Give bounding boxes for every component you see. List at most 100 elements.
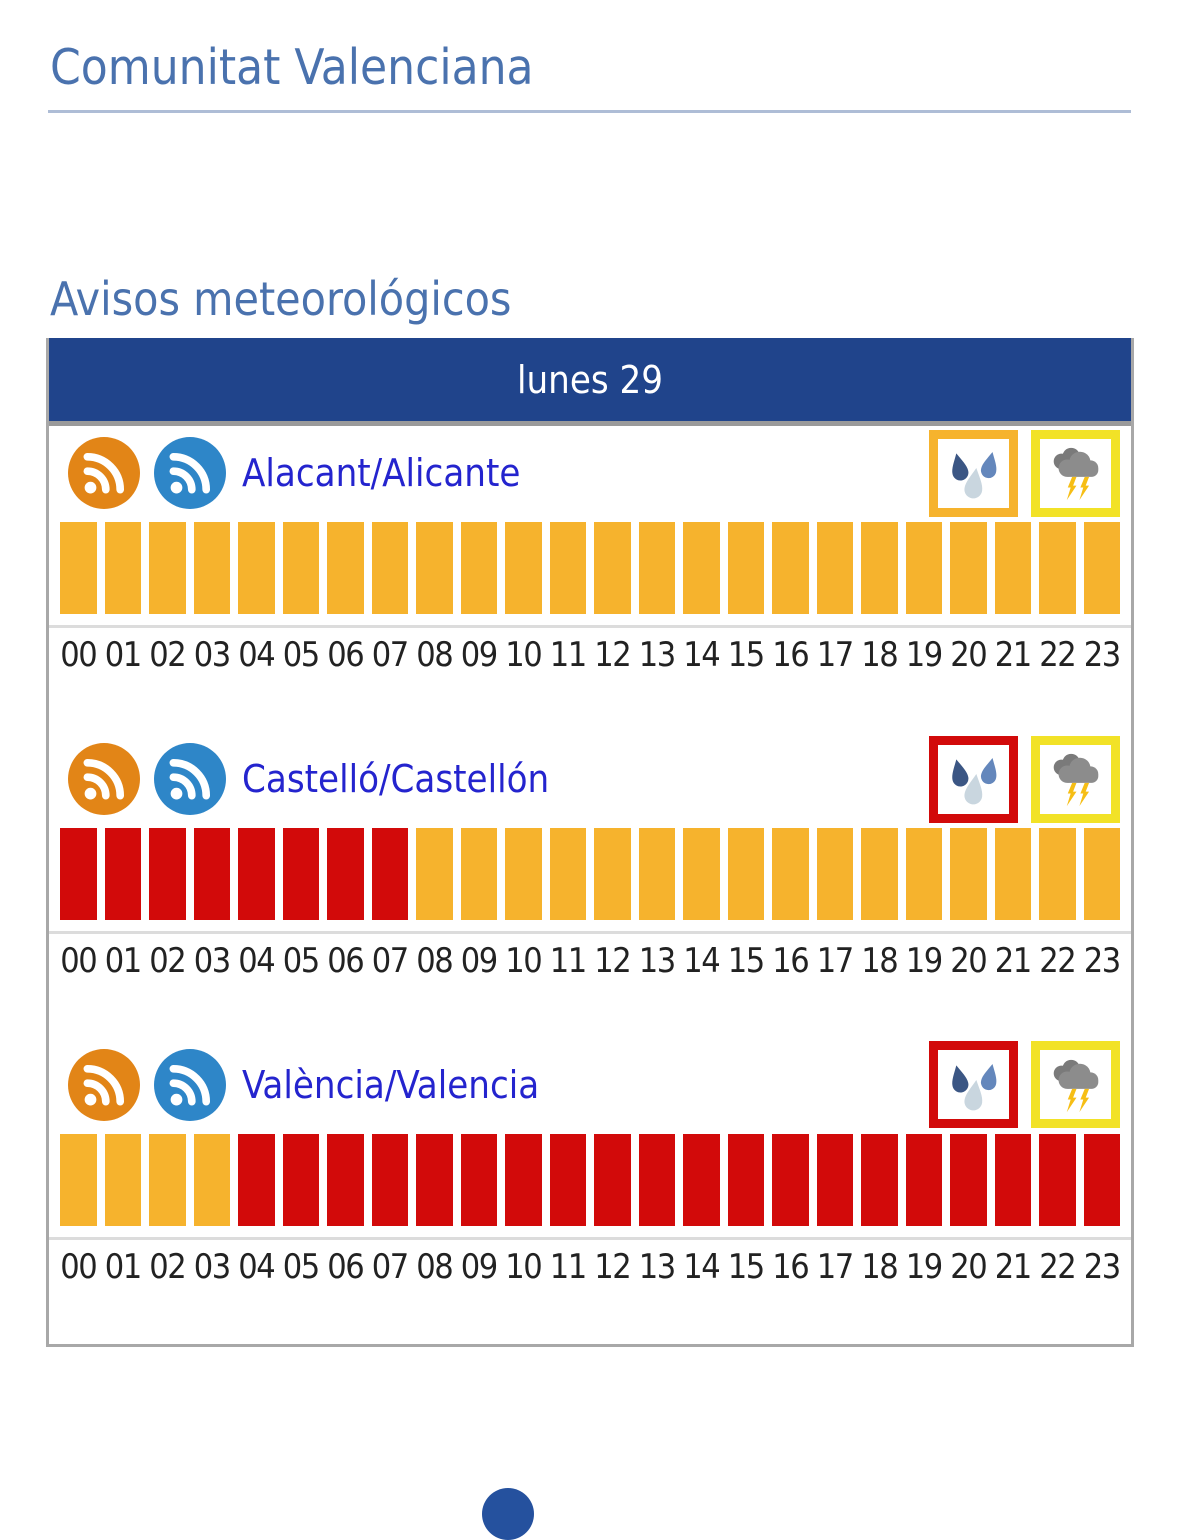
hour-label: 22	[1039, 1246, 1076, 1287]
hour-labels: 00 01 02 03 04 05 06 07 08 09 10 11 12 13 14 15 16 17 18 19…	[60, 635, 1121, 732]
province-header: Castelló/Castellón	[49, 734, 1131, 824]
hour-cell	[416, 522, 453, 615]
rss-blue-icon[interactable]	[154, 743, 226, 816]
hour-cell	[861, 522, 898, 615]
hour-label: 13	[638, 941, 676, 982]
hour-cell	[816, 1133, 853, 1226]
hour-cell	[861, 1133, 898, 1226]
hour-cell	[594, 522, 631, 615]
hour-label: 05	[282, 941, 320, 982]
footer-logo-partial	[482, 1488, 534, 1540]
hour-cell	[505, 828, 542, 921]
hour-cell	[816, 522, 853, 615]
hour-label: 22	[1039, 635, 1076, 676]
province-link[interactable]: Castelló/Castellón	[242, 757, 550, 802]
hour-cell	[638, 1133, 675, 1226]
hour-cell	[416, 1133, 453, 1226]
hour-label: 08	[416, 1246, 453, 1287]
hour-cell	[238, 1133, 275, 1226]
hour-cell	[772, 1133, 809, 1226]
hour-label: 06	[327, 635, 364, 676]
rss-blue-icon[interactable]	[154, 437, 226, 510]
hour-cell	[238, 828, 275, 921]
hour-label: 04	[238, 635, 275, 676]
rain-warning-icon	[929, 1041, 1018, 1129]
hour-label: 18	[861, 635, 898, 676]
province-link[interactable]: Alacant/Alicante	[242, 451, 521, 496]
day-header: lunes 29	[49, 338, 1131, 427]
hour-cell	[1083, 522, 1120, 615]
hour-cell	[282, 828, 319, 921]
hour-cell	[905, 1133, 942, 1226]
hour-label: 17	[816, 1246, 854, 1287]
warning-icons	[929, 429, 1120, 517]
section-title: Avisos meteorológicos	[50, 272, 512, 327]
hour-cell	[149, 1133, 186, 1226]
hour-label: 19	[905, 941, 943, 982]
hour-label: 10	[505, 1246, 542, 1287]
province-header: València/Valencia	[49, 1040, 1131, 1130]
hour-label: 12	[594, 1246, 631, 1287]
province-link[interactable]: València/Valencia	[242, 1062, 540, 1107]
hour-cell	[282, 1133, 319, 1226]
hour-label: 18	[861, 1246, 898, 1287]
hour-separator	[49, 625, 1131, 629]
hour-label: 23	[1083, 941, 1121, 982]
hour-cell	[460, 522, 497, 615]
hour-cell	[193, 1133, 230, 1226]
hour-cell	[1083, 828, 1120, 921]
hour-cell	[371, 522, 408, 615]
province-header: Alacant/Alicante	[49, 428, 1131, 518]
hour-labels: 00 01 02 03 04 05 06 07 08 09 10 11 12 13 14 15 16 17 18 19…	[60, 1246, 1121, 1344]
hour-label: 15	[727, 941, 765, 982]
hour-separator	[49, 931, 1131, 935]
rain-warning-icon	[929, 735, 1018, 823]
hour-label: 06	[327, 1246, 364, 1287]
hour-label: 14	[683, 1246, 720, 1287]
province-row: València/Valencia	[49, 1040, 1131, 1344]
hour-label: 20	[950, 1246, 987, 1287]
rain-warning-icon	[929, 429, 1018, 517]
warnings-table: lunes 29 Alacant/Alicante	[46, 338, 1134, 1347]
hour-separator	[49, 1236, 1131, 1240]
rss-orange-icon[interactable]	[68, 437, 140, 510]
hour-label: 00	[60, 635, 97, 676]
hour-cell	[371, 828, 408, 921]
hour-label: 03	[193, 635, 231, 676]
hour-label: 07	[371, 1246, 409, 1287]
hour-label: 12	[594, 941, 631, 982]
hour-cell	[104, 828, 141, 921]
hour-label: 11	[549, 941, 587, 982]
hour-label: 13	[638, 1246, 676, 1287]
hour-label: 00	[60, 1246, 97, 1287]
hour-label: 03	[193, 941, 231, 982]
hour-cell	[549, 522, 586, 615]
page-content: Comunitat Valenciana Avisos meteorológic…	[0, 39, 1179, 1347]
hour-label: 04	[238, 1246, 275, 1287]
rss-orange-icon[interactable]	[68, 1048, 140, 1121]
hour-cell	[772, 828, 809, 921]
hour-cell	[950, 1133, 987, 1226]
hour-cell	[549, 1133, 586, 1226]
hour-label: 03	[193, 1246, 231, 1287]
rss-blue-icon[interactable]	[154, 1048, 226, 1121]
hour-cell	[727, 522, 764, 615]
hour-label: 18	[861, 941, 898, 982]
hour-label: 06	[327, 941, 364, 982]
hour-label: 19	[905, 635, 943, 676]
hour-bar	[60, 828, 1120, 921]
hour-cell	[638, 522, 675, 615]
hour-cell	[60, 828, 97, 921]
hour-label: 02	[149, 635, 186, 676]
rss-orange-icon[interactable]	[68, 743, 140, 816]
hour-cell	[549, 828, 586, 921]
hour-label: 15	[727, 1246, 765, 1287]
hour-cell	[950, 522, 987, 615]
hour-cell	[149, 828, 186, 921]
hour-cell	[683, 1133, 720, 1226]
hour-cell	[816, 828, 853, 921]
hour-cell	[460, 1133, 497, 1226]
hour-label: 07	[371, 635, 409, 676]
hour-label: 01	[104, 635, 142, 676]
hour-cell	[193, 828, 230, 921]
